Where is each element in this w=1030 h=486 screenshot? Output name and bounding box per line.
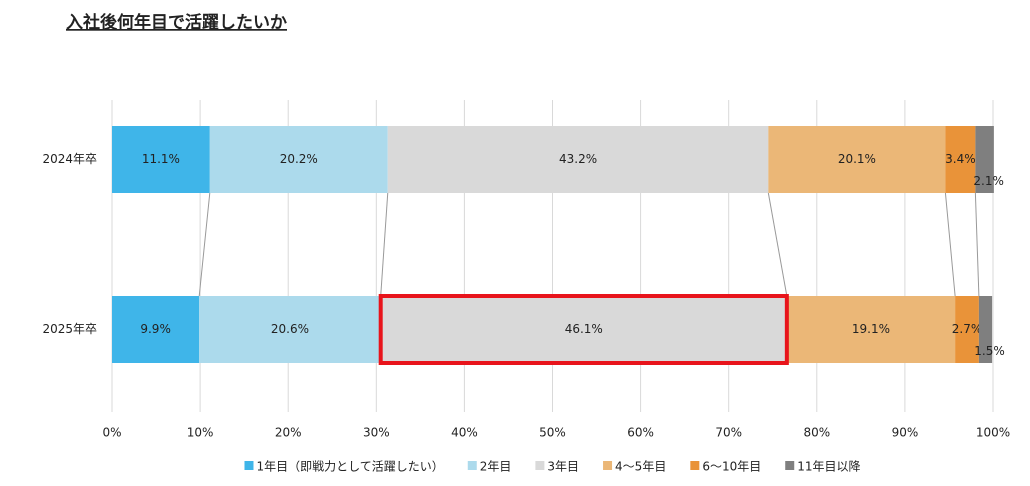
bar-segment — [199, 296, 381, 363]
data-label: 2.7% — [952, 322, 983, 336]
legend-swatch — [244, 461, 254, 470]
bar-segment — [380, 296, 787, 363]
x-tick-label: 60% — [627, 426, 654, 440]
connector-line — [767, 192, 788, 297]
legend-label: 6～10年目 — [702, 460, 761, 474]
x-tick-label: 0% — [102, 426, 121, 440]
legend-label: 11年目以降 — [797, 460, 860, 474]
connector-line — [198, 192, 211, 297]
legend-label: 3年目 — [547, 460, 579, 474]
bar-segment — [209, 126, 388, 193]
bar-segment — [975, 126, 994, 193]
chart-title: 入社後何年目で活躍したいか — [66, 12, 287, 33]
x-tick-label: 90% — [892, 426, 919, 440]
connector-line — [944, 192, 956, 297]
bar-segment — [955, 296, 979, 363]
x-tick-label: 50% — [539, 426, 566, 440]
legend-swatch — [603, 461, 613, 470]
bar-segment — [112, 296, 200, 363]
x-tick-label: 100% — [976, 426, 1010, 440]
legend-swatch — [690, 461, 700, 470]
highlight-box — [378, 294, 789, 365]
data-label: 1.5% — [974, 344, 1005, 358]
bar-segment — [945, 126, 976, 193]
y-tick-label: 2025年卒 — [42, 322, 97, 336]
data-label: 20.2% — [280, 152, 318, 166]
x-tick-label: 70% — [715, 426, 742, 440]
data-label: 43.2% — [559, 152, 597, 166]
data-label: 2.1% — [973, 174, 1004, 188]
bar-segment — [112, 126, 210, 193]
x-tick-label: 10% — [187, 426, 214, 440]
legend-label: 1年目（即戦力として活躍したい） — [256, 460, 443, 474]
data-label: 46.1% — [565, 322, 603, 336]
x-tick-label: 80% — [803, 426, 830, 440]
x-tick-label: 30% — [363, 426, 390, 440]
connector-line — [974, 192, 980, 297]
y-tick-label: 2024年卒 — [42, 152, 97, 166]
bar-segment — [768, 126, 946, 193]
legend-label: 4～5年目 — [615, 460, 666, 474]
data-label: 20.1% — [838, 152, 876, 166]
legend-label: 2年目 — [480, 460, 512, 474]
x-tick-label: 20% — [275, 426, 302, 440]
legend-swatch — [467, 461, 477, 470]
legend-swatch — [785, 461, 795, 470]
data-label: 19.1% — [852, 322, 890, 336]
bar-segment — [387, 126, 769, 193]
bar-segment — [978, 296, 993, 363]
data-label: 11.1% — [142, 152, 180, 166]
data-label: 20.6% — [271, 322, 309, 336]
data-label: 9.9% — [140, 322, 171, 336]
connector-line — [380, 192, 389, 297]
bar-segment — [786, 296, 956, 363]
legend-swatch — [535, 461, 545, 470]
x-tick-label: 40% — [451, 426, 478, 440]
data-label: 3.4% — [945, 152, 976, 166]
